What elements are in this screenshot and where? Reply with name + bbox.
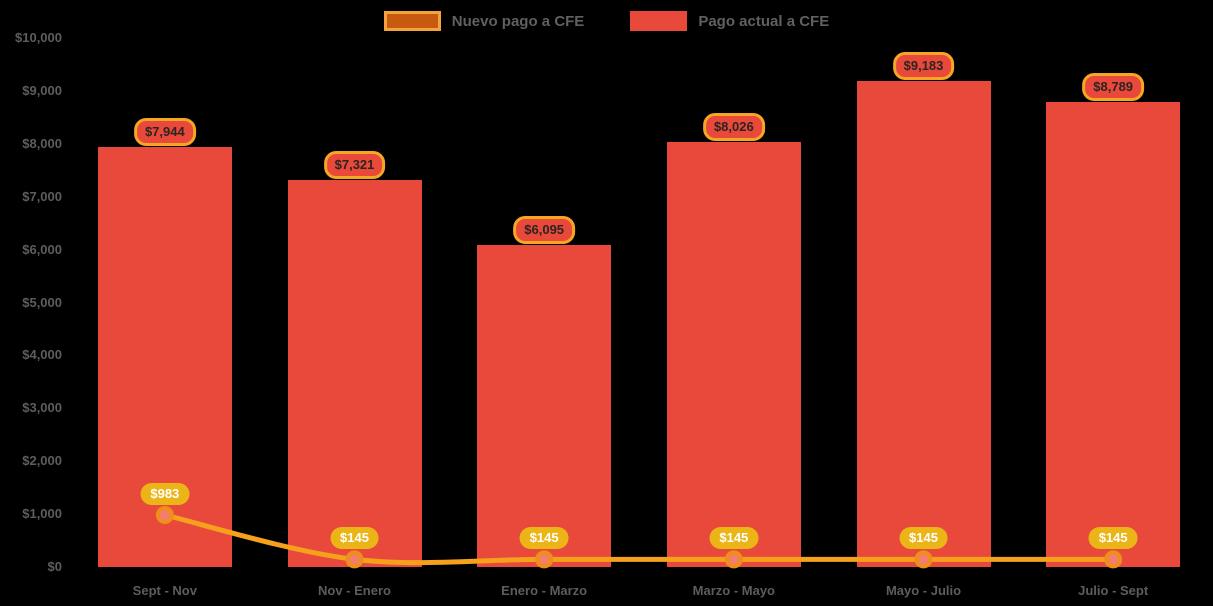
legend: Nuevo pago a CFE Pago actual a CFE [0,8,1213,34]
y-axis-label: $9,000 [22,82,62,98]
legend-swatch-nuevo-pago-icon [383,11,441,31]
bar-value-label: $7,321 [323,150,386,179]
bar-value-label: $9,183 [892,52,955,81]
y-axis-label: $7,000 [22,188,62,204]
legend-label-pago-actual: Pago actual a CFE [698,12,830,30]
x-axis-label: Mayo - Julio [885,583,962,598]
line-value-label: $145 [709,527,759,550]
bar-value-label: $6,095 [513,215,576,244]
y-axis-label: $10,000 [15,30,62,45]
bar-value-label: $8,789 [1082,73,1145,102]
x-axis-label: Nov - Enero [318,583,391,598]
x-axis-label: Sept - Nov [132,583,197,598]
line-value-label: $145 [899,527,948,550]
y-axis-label: $0 [47,559,62,574]
bar-2[interactable] [287,179,422,567]
x-axis-label: Enero - Marzo [501,583,588,598]
bar-3[interactable] [477,244,612,567]
y-axis-label: $2,000 [22,453,62,469]
y-axis-label: $1,000 [22,506,62,522]
legend-swatch-pago-actual-icon [630,11,688,31]
x-axis-label: Julio - Sept [1078,583,1149,598]
bar-4[interactable] [666,142,801,567]
x-axis-label: Marzo - Mayo [692,583,775,598]
legend-label-nuevo-pago: Nuevo pago a CFE [451,12,585,30]
line-value-label: $145 [330,527,379,550]
y-axis-label: $3,000 [22,400,62,416]
y-axis-label: $6,000 [22,241,62,257]
bar-5[interactable] [856,81,991,567]
legend-item-pago-actual[interactable]: Pago actual a CFE [630,11,829,31]
line-value-label: $145 [519,527,569,550]
y-axis-label: $4,000 [22,347,62,363]
y-axis-label: $5,000 [22,294,62,310]
line-value-label: $983 [140,482,190,505]
bar-6[interactable] [1046,102,1181,567]
legend-item-nuevo-pago[interactable]: Nuevo pago a CFE [383,11,585,31]
bar-value-label: $8,026 [702,113,765,142]
y-axis-label: $8,000 [22,135,62,151]
line-value-label: $145 [1088,527,1138,550]
bar-value-label: $7,944 [133,117,196,146]
